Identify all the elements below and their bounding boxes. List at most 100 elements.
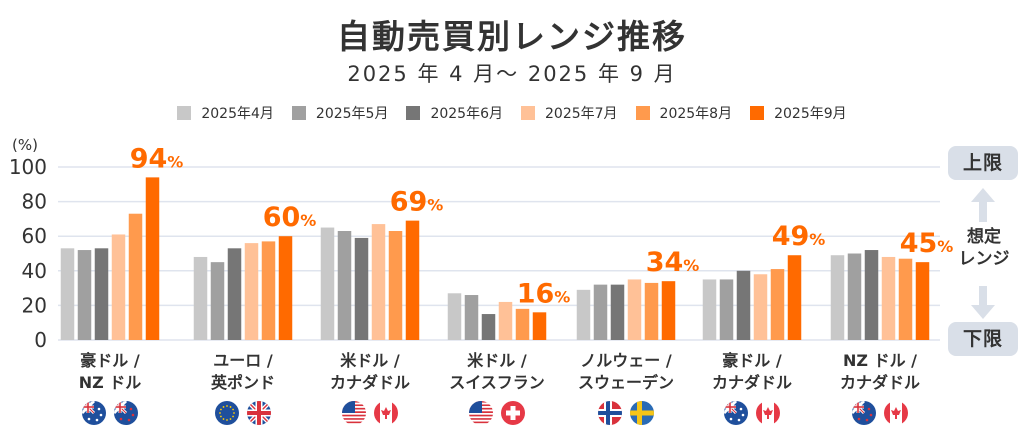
- legend-label: 2025年8月: [659, 106, 733, 122]
- bar: [515, 308, 530, 340]
- category-label-line2: カナダドル: [330, 373, 410, 392]
- category-label-line2: カナダドル: [712, 373, 792, 392]
- bar: [261, 241, 276, 340]
- legend-item: 2025年4月: [177, 103, 274, 123]
- y-tick-label: 20: [22, 293, 47, 317]
- sweden-flag-icon: [630, 401, 654, 425]
- bar: [94, 248, 109, 340]
- bar: [498, 301, 513, 340]
- data-label-unit: %: [427, 196, 443, 215]
- legend-label: 2025年6月: [430, 106, 503, 122]
- category-label-line1: 米ドル /: [340, 351, 400, 370]
- data-label-value: 60: [263, 202, 301, 233]
- canada-flag-icon: [374, 401, 398, 425]
- bar: [753, 274, 768, 340]
- bar: [388, 231, 403, 340]
- new-zealand-flag-icon: [852, 401, 876, 425]
- legend-swatch: [750, 106, 765, 120]
- bar: [320, 227, 335, 340]
- data-label-unit: %: [554, 287, 570, 306]
- bar: [354, 237, 369, 340]
- bar: [830, 255, 845, 340]
- bar: [210, 262, 225, 340]
- arrow-down-icon: [971, 305, 995, 319]
- arrow-up-icon: [971, 188, 995, 202]
- data-label-value: 94: [130, 143, 168, 174]
- bar: [864, 250, 879, 340]
- legend-swatch: [635, 106, 650, 120]
- bar: [447, 293, 462, 340]
- legend-swatch: [521, 106, 535, 120]
- bar: [532, 312, 547, 340]
- category-label-line1: 豪ドル /: [80, 351, 140, 370]
- data-label: 60%: [263, 202, 317, 233]
- bar: [77, 250, 92, 340]
- eu-flag-icon: [215, 401, 239, 425]
- legend-item: 2025年7月: [521, 103, 618, 123]
- chart-title: 自動売買別レンジ推移: [337, 17, 687, 56]
- bar: [661, 281, 676, 340]
- category-label-line1: 豪ドル /: [722, 351, 782, 370]
- legend-item: 2025年8月: [635, 103, 733, 123]
- data-label-value: 45: [900, 228, 938, 259]
- bar: [227, 248, 242, 340]
- canada-flag-icon: [756, 401, 780, 425]
- data-label-value: 34: [646, 247, 684, 278]
- bar: [881, 256, 896, 340]
- legend-label: 2025年5月: [315, 106, 389, 122]
- legend-label: 2025年4月: [201, 106, 274, 122]
- category-label-line2: 英ポンド: [210, 373, 275, 392]
- bar: [464, 295, 479, 340]
- data-label-unit: %: [809, 230, 825, 249]
- bar: [644, 282, 659, 340]
- category-label-line2: カナダドル: [840, 373, 920, 392]
- y-tick-label: 40: [22, 259, 47, 283]
- bar: [145, 177, 160, 340]
- bar: [481, 314, 496, 340]
- upper-limit-badge: 上限: [948, 146, 1018, 180]
- data-label-value: 69: [390, 187, 428, 218]
- data-label-unit: %: [937, 237, 953, 256]
- legend-item: 2025年6月: [406, 103, 503, 123]
- canada-flag-icon: [884, 401, 908, 425]
- bar: [405, 220, 420, 340]
- data-label: 16%: [517, 278, 571, 309]
- data-label: 45%: [900, 228, 954, 259]
- bar: [128, 213, 143, 340]
- bar: [610, 284, 625, 340]
- data-label: 94%: [130, 143, 184, 174]
- expected-range-line1: 想定: [967, 227, 1001, 247]
- data-label: 69%: [390, 187, 444, 218]
- bar: [719, 279, 734, 340]
- bar: [593, 284, 608, 340]
- legend-swatch: [177, 106, 192, 120]
- bar: [60, 248, 75, 340]
- bar: [702, 279, 717, 340]
- category-label-line1: 米ドル /: [467, 351, 527, 370]
- us-flag-icon: [342, 401, 366, 425]
- bar: [627, 279, 642, 340]
- bar: [787, 255, 802, 340]
- y-axis-unit-label: (%): [12, 136, 38, 154]
- data-label-value: 16: [517, 278, 555, 309]
- legend-swatch: [406, 106, 421, 120]
- arrow-down-shaft: [979, 286, 987, 308]
- new-zealand-flag-icon: [114, 401, 138, 425]
- bar: [770, 269, 785, 340]
- switzerland-flag-icon: [501, 401, 525, 425]
- expected-range-line2: レンジ: [958, 249, 1010, 269]
- bar: [847, 253, 862, 340]
- bar: [898, 258, 913, 340]
- category-label-line1: ノルウェー /: [580, 351, 672, 370]
- category-label-line1: NZ ドル /: [843, 351, 917, 370]
- bar: [337, 231, 352, 340]
- legend-label: 2025年9月: [774, 106, 847, 122]
- lower-limit-badge: 下限: [948, 322, 1018, 356]
- data-label: 49%: [772, 221, 826, 252]
- legend-item: 2025年5月: [291, 103, 389, 123]
- australia-flag-icon: [724, 401, 748, 425]
- data-label-unit: %: [167, 152, 183, 171]
- bar: [371, 224, 386, 340]
- bar: [576, 289, 591, 340]
